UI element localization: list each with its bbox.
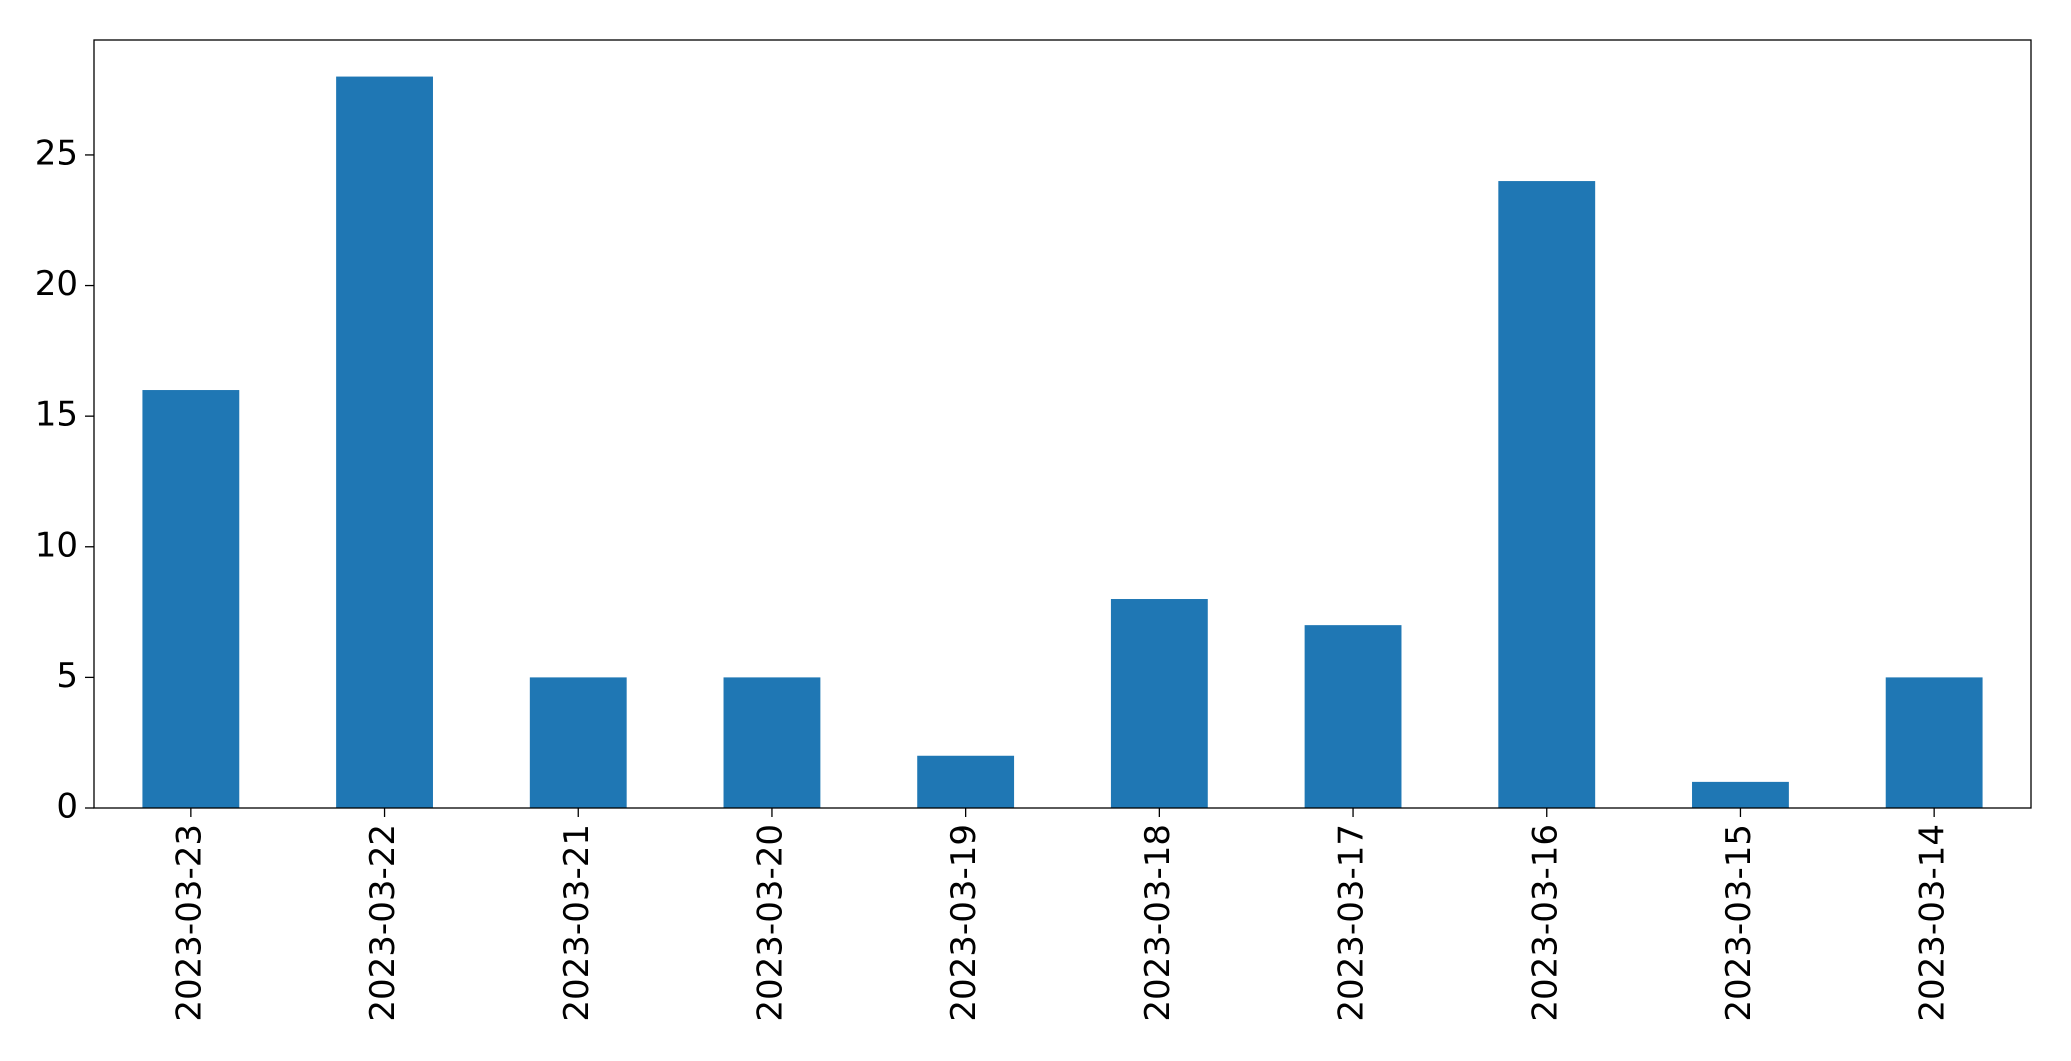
x-tick-label: 2023-03-14 bbox=[1913, 824, 1953, 1022]
x-tick-label: 2023-03-20 bbox=[750, 824, 790, 1022]
bar bbox=[142, 390, 240, 808]
x-tick-label: 2023-03-22 bbox=[363, 824, 403, 1022]
x-tick-label: 2023-03-16 bbox=[1525, 824, 1565, 1022]
bar bbox=[336, 76, 433, 809]
x-tick-label: 2023-03-21 bbox=[557, 824, 597, 1022]
y-tick-label: 10 bbox=[35, 525, 78, 565]
x-tick-label: 2023-03-15 bbox=[1719, 824, 1759, 1022]
x-tick-label: 2023-03-23 bbox=[169, 824, 209, 1022]
y-tick-label: 15 bbox=[35, 395, 78, 435]
bar bbox=[1885, 677, 1983, 808]
bar bbox=[1304, 625, 1402, 808]
bar bbox=[917, 755, 1015, 808]
y-tick-label: 25 bbox=[35, 133, 78, 173]
bar bbox=[1498, 181, 1596, 808]
bar bbox=[529, 677, 627, 808]
bar bbox=[723, 677, 821, 808]
y-tick-label: 20 bbox=[35, 264, 78, 304]
bar bbox=[1692, 781, 1789, 808]
bar bbox=[1110, 599, 1208, 808]
x-tick-label: 2023-03-18 bbox=[1138, 824, 1178, 1022]
x-tick-label: 2023-03-17 bbox=[1332, 824, 1372, 1022]
x-tick-label: 2023-03-19 bbox=[944, 824, 984, 1022]
plot-frame bbox=[93, 39, 2032, 809]
y-tick-label: 5 bbox=[56, 656, 78, 696]
y-tick-label: 0 bbox=[56, 787, 78, 827]
